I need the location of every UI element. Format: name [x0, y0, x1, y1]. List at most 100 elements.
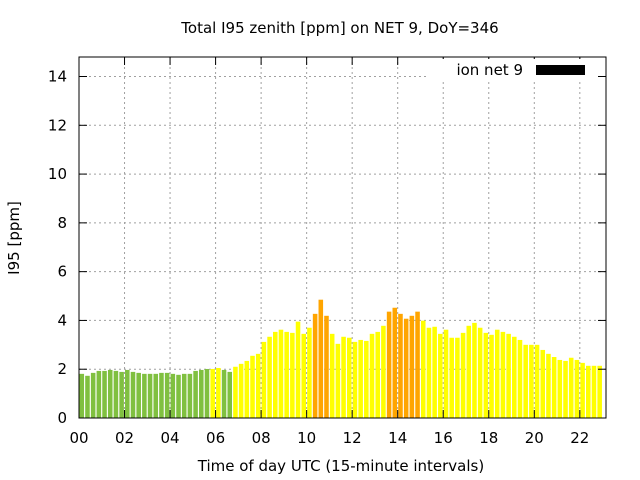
bar: [466, 325, 472, 418]
bar: [574, 359, 580, 418]
bar: [386, 311, 392, 418]
y-axis-label: I95 [ppm]: [5, 201, 23, 275]
legend-box: [427, 59, 597, 81]
bar: [506, 333, 511, 418]
x-tick-label: 06: [206, 429, 225, 447]
bar: [199, 369, 204, 418]
bar: [546, 353, 551, 418]
bar: [272, 331, 278, 418]
bar: [250, 355, 255, 418]
bar: [227, 371, 233, 418]
bar: [597, 365, 602, 418]
bar: [483, 332, 489, 418]
bar: [420, 320, 426, 418]
bar: [210, 368, 215, 418]
bar: [221, 369, 227, 418]
bar: [517, 339, 523, 418]
bar: [392, 307, 398, 418]
y-tick-label: 0: [57, 409, 67, 427]
bar: [335, 343, 341, 418]
bar: [147, 373, 153, 418]
bar: [79, 373, 85, 418]
bar: [312, 313, 318, 418]
bar: [324, 315, 329, 418]
bar: [563, 360, 568, 418]
bar: [364, 340, 369, 418]
bar: [193, 370, 198, 418]
bar: [523, 344, 528, 418]
y-tick-label: 12: [48, 116, 67, 134]
bar: [187, 373, 193, 418]
bar: [181, 373, 187, 418]
bar: [170, 373, 176, 418]
bar: [369, 333, 375, 418]
bar: [307, 327, 312, 418]
bar: [460, 332, 466, 418]
y-tick-label: 2: [57, 360, 67, 378]
bar: [318, 299, 324, 418]
bar: [90, 372, 96, 418]
bar: [409, 315, 415, 418]
x-tick-label: 04: [161, 429, 180, 447]
bar: [278, 329, 284, 418]
y-tick-label: 6: [57, 263, 67, 281]
bar: [489, 334, 494, 418]
bar: [295, 321, 301, 418]
bar: [375, 331, 380, 418]
bar: [534, 344, 540, 418]
chart-title: Total I95 zenith [ppm] on NET 9, DoY=346: [180, 19, 498, 37]
bar: [290, 332, 295, 418]
x-tick-label: 16: [434, 429, 453, 447]
bar: [591, 365, 597, 418]
bar: [255, 353, 261, 418]
x-tick-label: 08: [252, 429, 271, 447]
bar: [233, 366, 238, 418]
bar: [142, 373, 147, 418]
bar: [102, 370, 107, 418]
bar: [432, 326, 437, 418]
bar: [113, 370, 119, 418]
bar: [381, 325, 386, 418]
bar: [85, 375, 90, 418]
bar: [580, 362, 585, 418]
bar: [238, 363, 244, 418]
bar: [415, 311, 420, 418]
x-tick-label: 02: [115, 429, 134, 447]
bar: [176, 374, 181, 418]
bar: [244, 360, 250, 418]
bar: [529, 344, 534, 418]
bar: [301, 333, 307, 418]
bar: [477, 327, 483, 418]
bar: [329, 333, 335, 418]
y-tick-label: 10: [48, 165, 67, 183]
bar: [346, 337, 352, 418]
x-axis-label: Time of day UTC (15-minute intervals): [197, 457, 484, 475]
bar: [426, 327, 432, 418]
bar: [449, 337, 454, 418]
bar: [159, 372, 164, 418]
bar: [107, 369, 113, 418]
grid: [79, 57, 606, 418]
x-tick-label: 22: [570, 429, 589, 447]
x-tick-label: 10: [297, 429, 316, 447]
bar: [540, 349, 546, 418]
bar: [512, 336, 517, 418]
bar: [438, 333, 443, 418]
bar: [557, 359, 563, 418]
bar: [494, 329, 500, 418]
plot-frame: [78, 56, 607, 419]
bar: [358, 339, 363, 418]
bar: [472, 322, 477, 418]
legend-swatch: [536, 65, 585, 75]
bar: [164, 372, 170, 418]
bar: [130, 371, 136, 418]
y-tick-label: 4: [57, 311, 67, 329]
bars: [79, 299, 602, 418]
y-tick-label: 8: [57, 214, 67, 232]
legend-label: ion net 9: [456, 61, 523, 79]
bar: [284, 331, 289, 418]
bar: [216, 367, 221, 418]
